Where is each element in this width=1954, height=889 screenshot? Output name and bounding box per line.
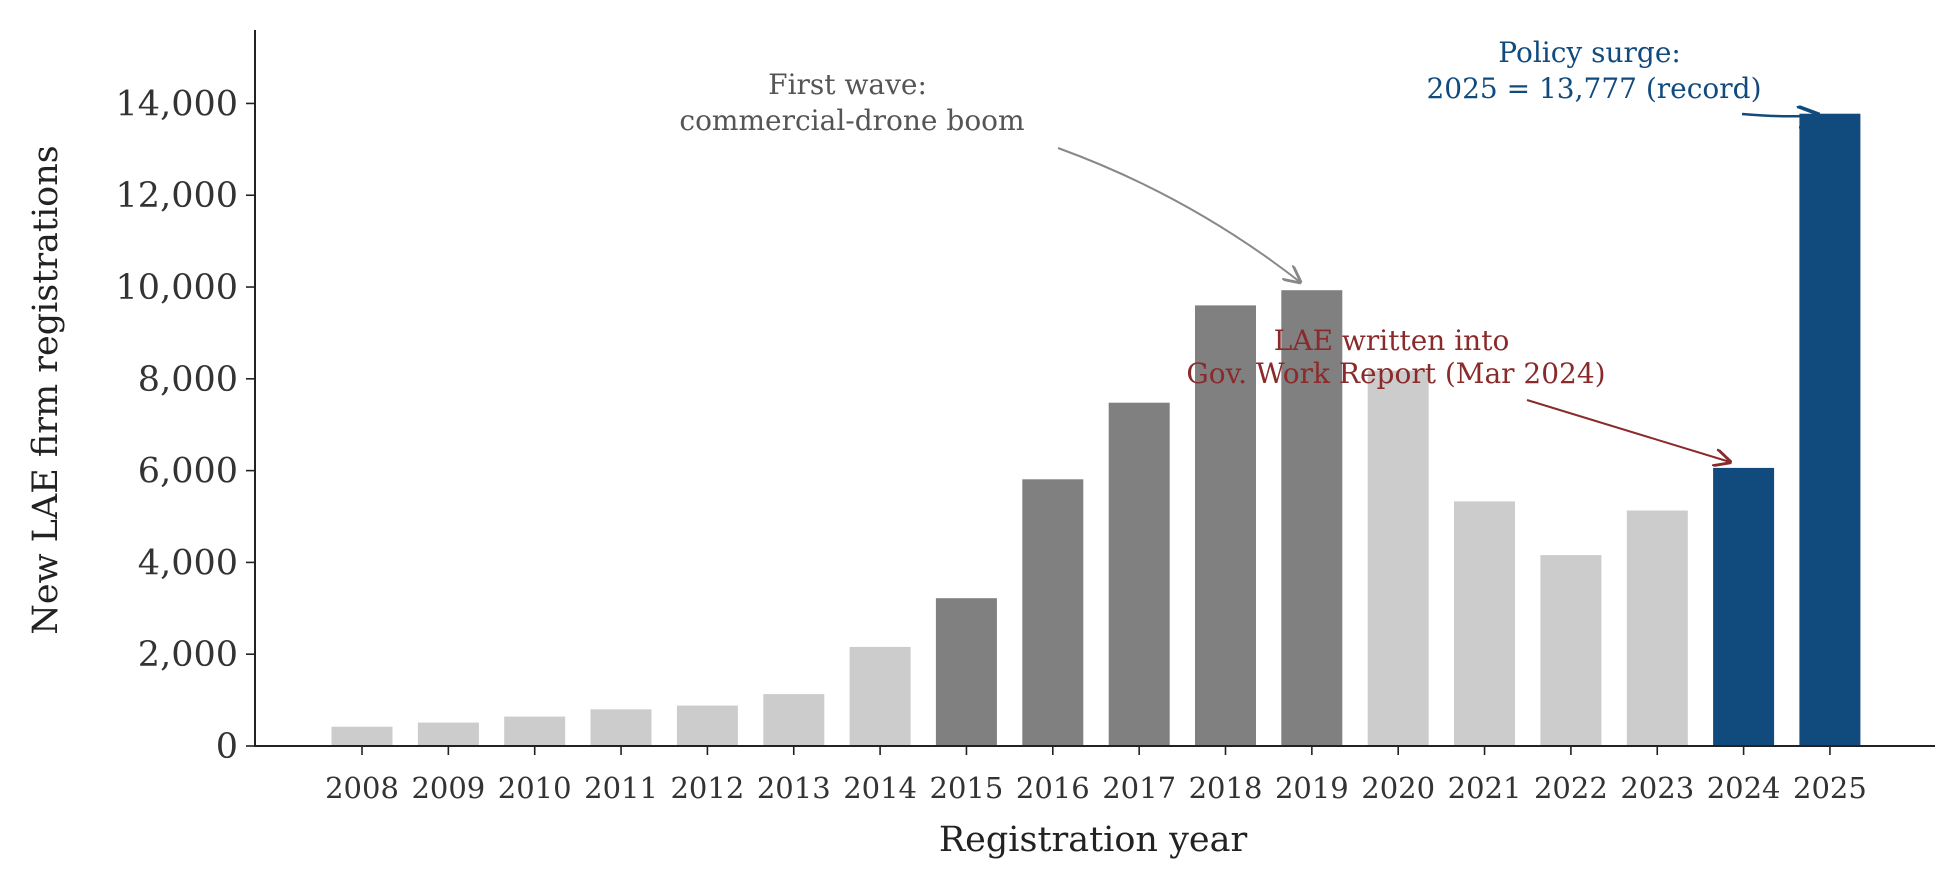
bar-2016 xyxy=(1022,479,1084,746)
annotation-first-wave-line1: First wave: xyxy=(768,68,927,101)
annotation-first-wave-line2: commercial-drone boom xyxy=(679,104,1024,137)
bar-2009 xyxy=(417,722,479,746)
bar-2023 xyxy=(1626,510,1688,746)
x-tick-label-2022: 2022 xyxy=(1534,771,1608,805)
bar-2020 xyxy=(1367,370,1429,746)
x-tick-label-2025: 2025 xyxy=(1793,771,1867,805)
x-tick-label-2013: 2013 xyxy=(757,771,831,805)
bar-2012 xyxy=(676,705,738,746)
y-axis-title: New LAE firm registrations xyxy=(26,145,66,635)
annotation-gov-report-line2: Gov. Work Report (Mar 2024) xyxy=(1186,357,1605,390)
bar-2013 xyxy=(763,694,825,746)
bar-2024 xyxy=(1713,467,1775,746)
bar-2010 xyxy=(504,716,566,746)
bar-2014 xyxy=(849,646,911,746)
x-tick-label-2014: 2014 xyxy=(843,771,917,805)
x-tick-label-2009: 2009 xyxy=(411,771,485,805)
bar-2022 xyxy=(1540,555,1602,746)
y-tick-label-14000: 14,000 xyxy=(116,84,238,124)
bar-2015 xyxy=(935,598,997,746)
y-tick-label-12000: 12,000 xyxy=(116,176,238,216)
x-tick-label-2024: 2024 xyxy=(1707,771,1781,805)
annotation-first-wave-arrow xyxy=(1057,147,1300,282)
x-tick-label-2017: 2017 xyxy=(1102,771,1176,805)
x-axis-title: Registration year xyxy=(939,820,1248,860)
annotation-policy-surge-line1: Policy surge: xyxy=(1498,36,1681,69)
x-tick-label-2012: 2012 xyxy=(670,771,744,805)
y-tick-label-8000: 8,000 xyxy=(138,360,238,400)
x-tick-label-2010: 2010 xyxy=(498,771,572,805)
bar-2017 xyxy=(1108,402,1170,746)
annotation-policy-surge-arrow xyxy=(1741,114,1818,116)
bar-2025 xyxy=(1799,113,1861,746)
annotation-first-wave: First wave: commercial-drone boom xyxy=(679,68,1024,137)
x-tick-label-2011: 2011 xyxy=(584,771,658,805)
x-tick-label-2019: 2019 xyxy=(1275,771,1349,805)
bar-2008 xyxy=(331,726,393,746)
y-tick-label-10000: 10,000 xyxy=(116,268,238,308)
annotation-gov-report: LAE written into Gov. Work Report (Mar 2… xyxy=(1186,324,1605,390)
bar-2019 xyxy=(1281,290,1343,746)
y-tick-label-0: 0 xyxy=(216,727,238,767)
x-tick-label-2008: 2008 xyxy=(325,771,399,805)
x-tick-label-2021: 2021 xyxy=(1448,771,1522,805)
x-tick-label-2016: 2016 xyxy=(1016,771,1090,805)
x-tick-label-2023: 2023 xyxy=(1620,771,1694,805)
y-ticks: 0 2,000 4,000 6,000 8,000 10,000 12,000 14,000 xyxy=(116,84,255,767)
annotation-gov-report-arrow xyxy=(1526,399,1730,462)
y-tick-label-4000: 4,000 xyxy=(138,543,238,583)
annotation-policy-surge-line2: 2025 = 13,777 (record) xyxy=(1426,72,1761,105)
x-tick-label-2020: 2020 xyxy=(1361,771,1435,805)
annotation-policy-surge: Policy surge: 2025 = 13,777 (record) xyxy=(1426,36,1761,105)
x-tick-label-2015: 2015 xyxy=(930,771,1004,805)
bar-2018 xyxy=(1195,305,1256,746)
bars-group xyxy=(331,113,1861,746)
x-tick-label-2018: 2018 xyxy=(1189,771,1263,805)
y-tick-label-2000: 2,000 xyxy=(138,635,238,675)
bar-2011 xyxy=(590,709,652,746)
annotation-gov-report-line1: LAE written into xyxy=(1274,324,1510,357)
bar-2021 xyxy=(1454,501,1515,746)
y-tick-label-6000: 6,000 xyxy=(138,452,238,492)
x-ticks: 2008 2009 2010 2011 2012 2013 2014 2015 2016 2017… xyxy=(325,746,1867,805)
annotations: First wave: commercial-drone boom LAE wr… xyxy=(679,36,1818,462)
